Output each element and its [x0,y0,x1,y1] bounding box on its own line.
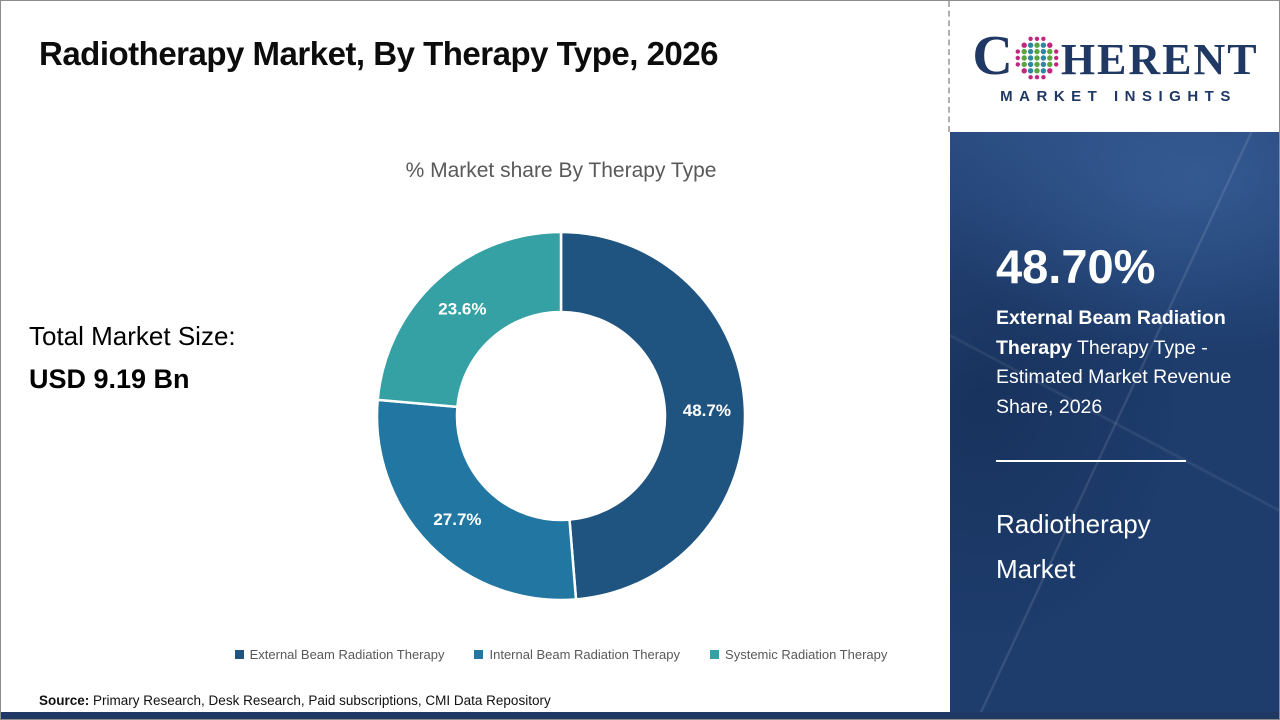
legend-swatch-icon [234,650,244,659]
donut-segment-0 [559,230,747,601]
donut-chart: 48.7% 27.7% 23.6% [375,230,747,602]
total-market-size-label: Total Market Size: [29,321,236,351]
source-text: Primary Research, Desk Research, Paid su… [93,693,551,708]
donut-data-label: 48.7% [683,401,731,420]
logo-letter-c: C [972,25,1013,87]
sidebar-market-title-line1: Radiotherapy [996,509,1151,540]
sidebar-market-title: Radiotherapy Market [996,502,1251,592]
highlight-sidebar: 48.70% External Beam Radiation Therapy T… [950,132,1279,715]
sidebar-stat-value: 48.70% [996,240,1156,293]
sidebar-market-title-line2: Market [996,554,1076,585]
source-line: Source: Primary Research, Desk Research,… [39,693,551,708]
donut-data-label: 23.6% [438,299,486,318]
legend-item: Systemic Radiation Therapy [710,647,887,662]
chart-legend: External Beam Radiation Therapy Internal … [191,647,931,662]
total-market-size-value: USD 9.19 Bn [29,364,190,394]
total-market-size-block: Total Market Size: USD 9.19 Bn [29,321,236,395]
donut-data-label: 27.7% [433,510,481,529]
legend-swatch-icon [710,650,720,659]
chart-title: % Market share By Therapy Type [405,159,717,182]
sidebar-stat-description: External Beam Radiation Therapy Therapy … [996,304,1250,422]
legend-label: Internal Beam Radiation Therapy [489,647,681,662]
brand-logo: C HERENT [972,28,1258,84]
page-title: Radiotherapy Market, By Therapy Type, 20… [39,35,718,72]
legend-swatch-icon [474,650,484,659]
logo-subtitle: MARKET INSIGHTS [1000,88,1237,105]
donut-segment-2 [376,230,563,409]
legend-label: External Beam Radiation Therapy [249,647,445,662]
legend-label: Systemic Radiation Therapy [725,647,888,662]
logo-globe-icon [1015,36,1059,80]
logo-wordmark: HERENT [1060,35,1259,84]
legend-item: External Beam Radiation Therapy [234,647,445,662]
brand-logo-panel: C HERENT MARKET INSIGHTS [948,1,1279,132]
source-label: Source: [39,693,90,708]
chart-region: % Market share By Therapy Type 48.7% 27.7… [191,1,931,711]
sidebar-stat-text: Therapy Type - Estimated Market Revenue … [996,336,1232,418]
donut-segment-1 [375,398,578,602]
footer-bar [1,712,1279,719]
sidebar-divider [996,460,1186,463]
legend-item: Internal Beam Radiation Therapy [474,647,680,662]
sidebar-stat-segment: External Beam Radiation Therapy [996,307,1226,359]
donut-chart-wrap: 48.7% 27.7% 23.6% [375,230,747,602]
sidebar-content: 48.70% External Beam Radiation Therapy T… [950,132,1279,592]
